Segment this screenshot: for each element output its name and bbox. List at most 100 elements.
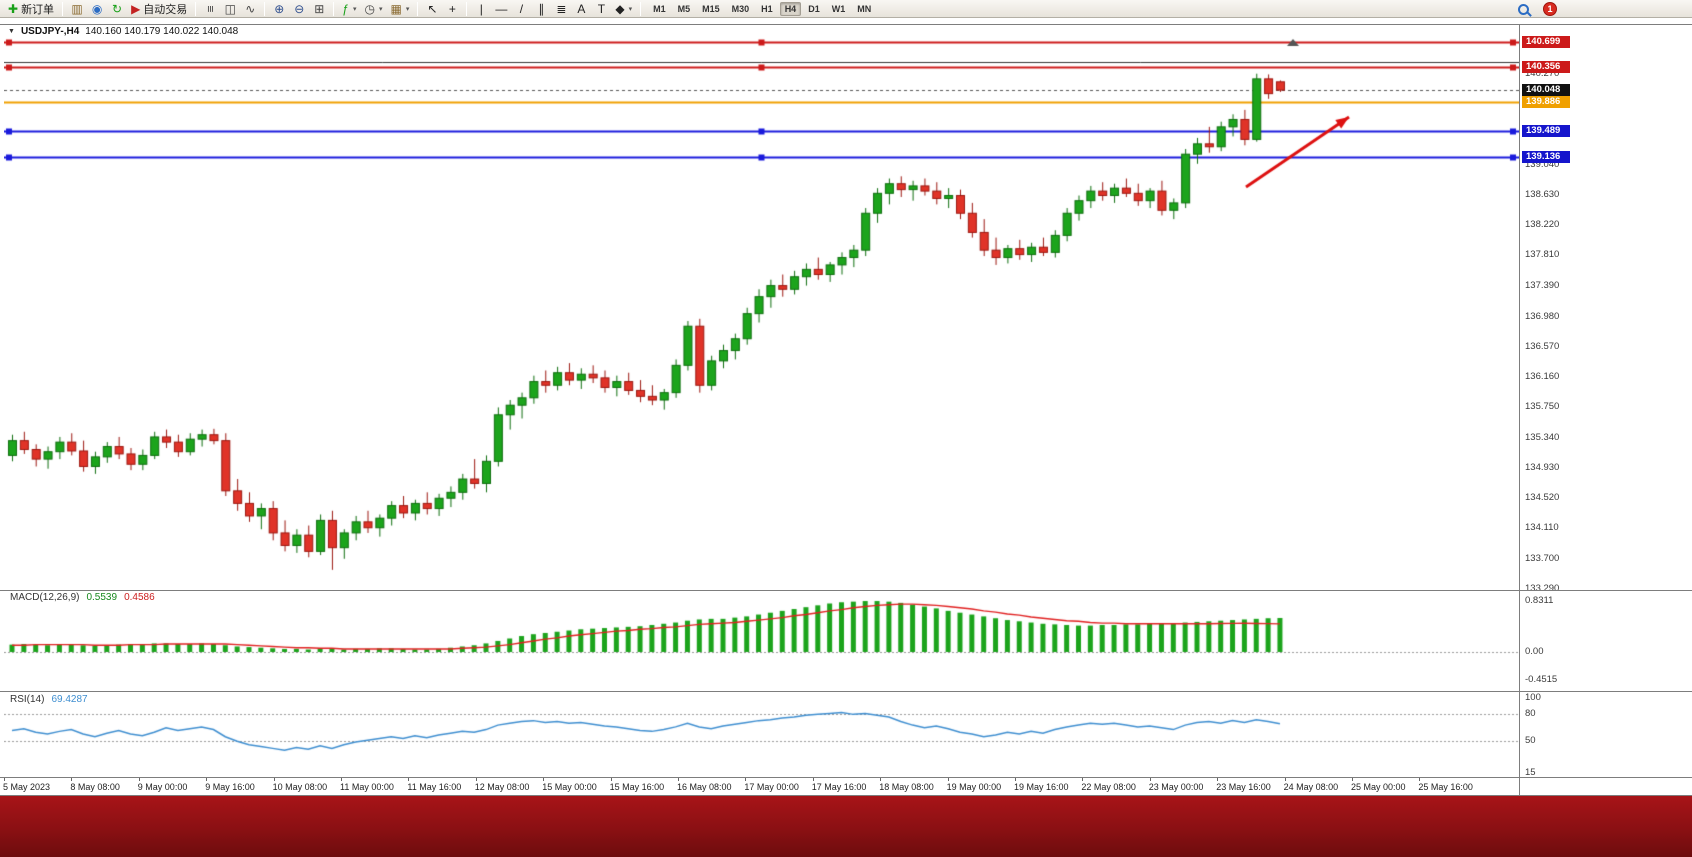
zoom-in-button[interactable]: ⊕ (270, 1, 288, 17)
notification-badge[interactable]: 1 (1543, 2, 1557, 16)
crosshair-button[interactable]: + (443, 1, 461, 17)
auto-trading-button[interactable]: ▶ 自动交易 (128, 1, 190, 17)
price-chart-canvas[interactable] (4, 37, 1519, 590)
macd-signal-value: 0.4586 (124, 592, 155, 603)
rsi-name: RSI(14) (10, 694, 45, 705)
time-axis-tick (341, 778, 342, 781)
timeframe-button-m15[interactable]: M15 (697, 2, 725, 16)
rsi-axis-tick: 15 (1525, 766, 1536, 778)
periods-icon: ◷ (364, 1, 375, 16)
time-axis-tick (475, 778, 477, 781)
fibonacci-button[interactable]: ≣ (552, 1, 570, 17)
tile-windows-icon: ⊞ (314, 1, 325, 16)
price-axis-tick: 138.630 (1525, 188, 1560, 200)
rsi-canvas[interactable] (4, 692, 1519, 777)
macd-canvas[interactable] (4, 591, 1519, 691)
zoom-out-button[interactable]: ⊖ (290, 1, 308, 17)
templates-button[interactable]: ▦ ▾ (388, 1, 413, 17)
vertical-line-icon: | (479, 1, 483, 16)
toolbar-separator (466, 1, 468, 16)
timeframe-button-w1[interactable]: W1 (827, 2, 851, 16)
price-axis[interactable]: 140.270139.040138.630138.220137.810137.3… (1520, 0, 1610, 796)
timeframe-button-d1[interactable]: D1 (803, 2, 825, 16)
candlestick-chart-button[interactable]: ◫ (221, 1, 239, 17)
rsi-label: RSI(14) 69.4287 (10, 694, 88, 705)
time-axis-label: 9 May 00:00 (137, 782, 188, 792)
channel-button[interactable]: ∥ (532, 1, 550, 17)
time-axis-label: 17 May 00:00 (744, 782, 799, 792)
macd-main-value: 0.5539 (86, 592, 118, 603)
price-level-badge: 140.048 (1522, 84, 1570, 97)
tile-windows-button[interactable]: ⊞ (310, 1, 328, 17)
time-axis-label: 19 May 00:00 (946, 782, 1002, 792)
candlestick-chart-icon: ◫ (224, 1, 236, 16)
price-level-badge: 139.489 (1522, 125, 1570, 138)
periods-caret-icon: ▾ (378, 5, 383, 13)
time-axis-tick (1284, 778, 1286, 781)
time-axis-tick (1217, 778, 1219, 781)
arrows-caret-icon: ▾ (628, 5, 633, 13)
macd-axis-tick: -0.4515 (1525, 673, 1558, 685)
market-watch-button[interactable]: ◉ (88, 1, 106, 17)
arrows-icon: ◆ (615, 1, 625, 16)
search-icon[interactable] (1518, 3, 1529, 15)
toolbar-right-group: 1 (1518, 2, 1557, 16)
price-level-badge: 140.699 (1522, 36, 1570, 49)
time-axis-tick (1352, 778, 1353, 781)
horizontal-line-button[interactable]: — (492, 1, 510, 17)
time-axis-tick (1419, 778, 1421, 781)
time-axis-tick (1082, 778, 1084, 781)
price-axis-tick: 139.040 (1525, 158, 1560, 170)
crosshair-icon: + (448, 1, 456, 16)
chart-window-top-border (0, 24, 1692, 25)
vertical-line-button[interactable]: | (472, 1, 490, 17)
arrows-button[interactable]: ◆ ▾ (612, 1, 635, 17)
price-axis-tick: 136.570 (1525, 340, 1560, 352)
time-axis-label: 11 May 16:00 (407, 782, 462, 792)
timeframe-button-m30[interactable]: M30 (727, 2, 755, 16)
time-axis-tick (1015, 778, 1016, 781)
indicators-caret-icon: ▾ (352, 5, 357, 13)
refresh-button[interactable]: ↻ (108, 1, 126, 17)
bar-chart-button[interactable]: ≡ (201, 1, 219, 17)
price-axis-tick: 134.520 (1525, 492, 1560, 504)
time-axis-label: 15 May 16:00 (609, 782, 665, 792)
timeframe-button-m5[interactable]: M5 (673, 2, 696, 16)
charts-window-button[interactable]: ▥ (68, 1, 86, 17)
bottom-bar (0, 796, 1692, 857)
charts-window-icon: ▥ (71, 1, 83, 16)
time-axis-tick (880, 778, 882, 781)
templates-caret-icon: ▾ (405, 5, 410, 13)
line-chart-button[interactable]: ∿ (241, 1, 259, 17)
timeframe-button-h4[interactable]: H4 (779, 1, 802, 16)
periods-button[interactable]: ◷ ▾ (362, 1, 386, 17)
price-axis-tick: 134.110 (1525, 522, 1559, 534)
market-watch-icon: ◉ (91, 1, 103, 16)
chart-dropdown-icon[interactable]: ▼ (8, 28, 15, 35)
time-axis-label: 24 May 08:00 (1283, 782, 1339, 792)
time-axis-label: 23 May 00:00 (1148, 782, 1204, 792)
time-axis-label: 16 May 08:00 (677, 782, 732, 792)
time-axis-tick (4, 778, 5, 781)
cursor-button[interactable]: ↖ (423, 1, 441, 17)
timeframe-button-h1[interactable]: H1 (756, 2, 778, 16)
zoom-out-icon: ⊖ (294, 1, 305, 16)
timeframe-button-mn[interactable]: MN (852, 2, 876, 16)
macd-axis-tick: 0.00 (1525, 646, 1544, 657)
time-axis[interactable]: 5 May 2023 8 May 08:00 9 May 00:00 9 May 16… (0, 778, 1519, 795)
rsi-panel-border (0, 691, 1692, 692)
channel-icon: ∥ (538, 1, 545, 16)
trendline-icon: / (519, 1, 524, 16)
time-axis-tick (678, 778, 679, 781)
text-label-button[interactable]: T (592, 1, 610, 17)
time-axis-label: 11 May 00:00 (340, 782, 394, 792)
time-axis-tick (610, 778, 612, 781)
text-button[interactable]: A (572, 1, 590, 17)
refresh-icon: ↻ (112, 1, 123, 16)
text-icon: A (577, 1, 586, 16)
indicators-button[interactable]: ƒ ▾ (339, 1, 359, 17)
trendline-button[interactable]: / (512, 1, 530, 17)
timeframe-button-m1[interactable]: M1 (648, 2, 671, 16)
time-axis-tick (138, 778, 140, 781)
new-order-button[interactable]: ✚ 新订单 (5, 1, 57, 17)
